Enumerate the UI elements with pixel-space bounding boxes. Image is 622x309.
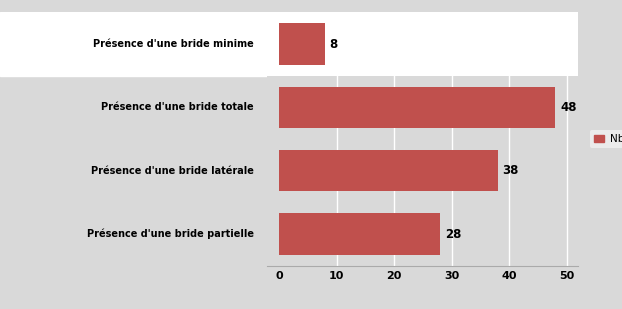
Legend: Nbre de patients: Nbre de patients (590, 130, 622, 148)
Text: Présence d'une bride latérale: Présence d'une bride latérale (91, 166, 254, 176)
Bar (279, 87, 555, 128)
Bar (0, 139, 267, 202)
Bar (250, 139, 622, 202)
Bar (250, 202, 622, 266)
Text: 28: 28 (445, 227, 462, 241)
Bar (250, 12, 622, 76)
Bar (279, 150, 498, 191)
Text: Présence d'une bride totale: Présence d'une bride totale (101, 102, 254, 112)
Bar (0, 202, 267, 266)
Text: 38: 38 (503, 164, 519, 177)
Text: 48: 48 (560, 101, 577, 114)
Bar (0, 12, 267, 76)
Text: 8: 8 (330, 37, 338, 51)
Bar (0, 76, 267, 139)
Text: Présence d'une bride partielle: Présence d'une bride partielle (87, 229, 254, 239)
Bar (250, 76, 622, 139)
Bar (279, 23, 325, 65)
Bar (279, 214, 440, 255)
Text: Présence d'une bride minime: Présence d'une bride minime (93, 39, 254, 49)
